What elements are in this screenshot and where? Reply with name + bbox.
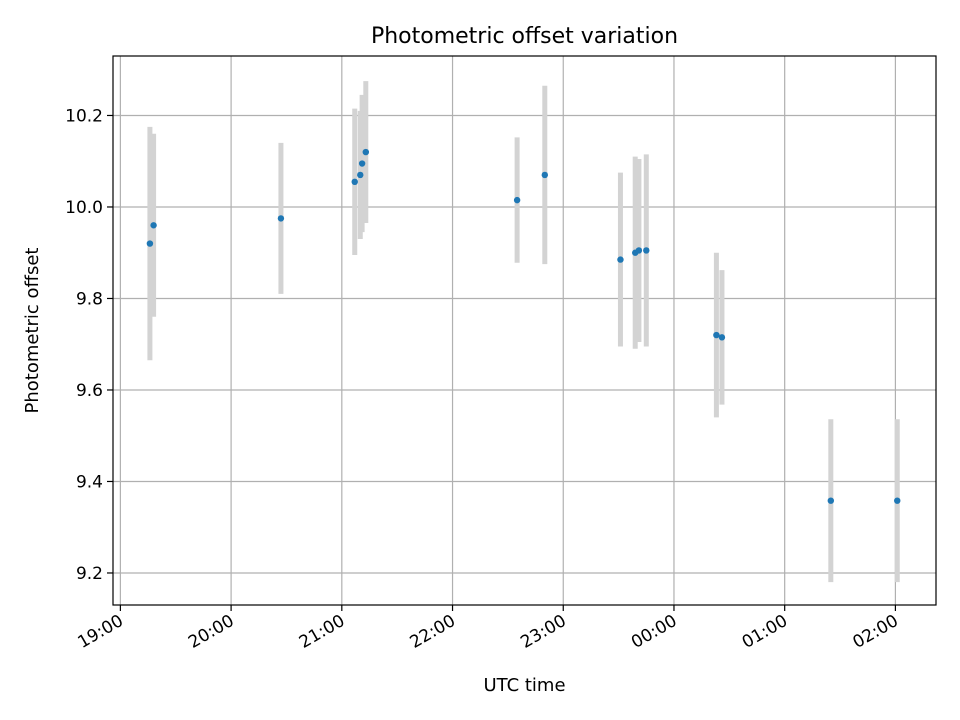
y-tick-label: 10.2 — [65, 106, 103, 126]
y-tick-label: 9.4 — [76, 472, 103, 492]
data-points — [146, 148, 901, 504]
chart-title: Photometric offset variation — [371, 24, 678, 49]
data-point — [713, 331, 720, 339]
y-tick-label: 9.6 — [76, 381, 103, 401]
grid — [113, 56, 936, 605]
data-point — [358, 160, 366, 167]
data-point — [351, 178, 358, 186]
data-point — [150, 222, 157, 229]
y-axis-label: Photometric offset — [22, 248, 43, 414]
data-point — [617, 256, 624, 263]
data-point — [357, 171, 364, 179]
data-point — [894, 497, 901, 504]
data-point — [362, 148, 370, 156]
data-point — [146, 240, 154, 247]
data-point — [827, 497, 835, 504]
data-point — [277, 215, 285, 222]
data-point — [643, 247, 650, 254]
y-tick-label: 9.8 — [76, 289, 103, 309]
plot-frame — [112, 55, 937, 606]
y-axis-ticks: 9.2 9.4 9.6 9.8 10.0 10.2 — [65, 106, 113, 584]
data-point — [513, 196, 521, 204]
x-axis-label: UTC time — [483, 675, 565, 696]
y-tick-label: 9.2 — [76, 564, 103, 584]
data-point — [718, 334, 726, 341]
data-point — [541, 171, 548, 179]
y-tick-label: 10.0 — [65, 198, 103, 218]
data-point — [635, 247, 643, 254]
